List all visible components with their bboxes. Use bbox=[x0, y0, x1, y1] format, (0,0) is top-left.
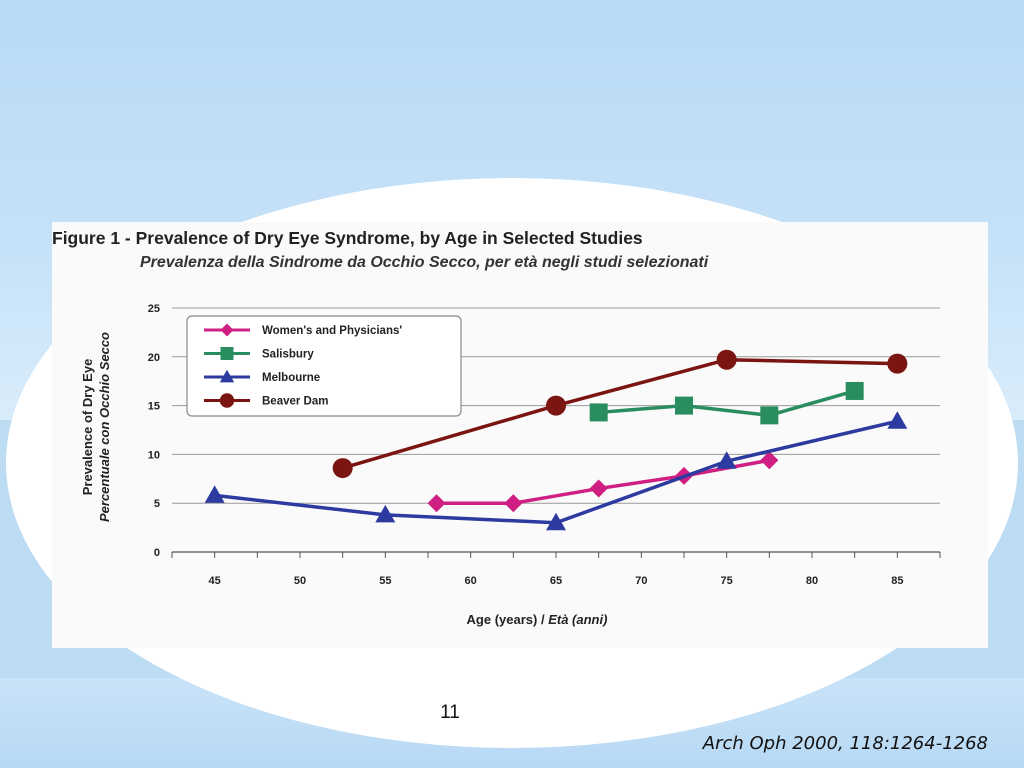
x-tick-label-70: 70 bbox=[635, 575, 647, 587]
data-point-melbourne-3 bbox=[716, 451, 737, 469]
data-point-beaver-dam-0 bbox=[332, 458, 353, 479]
y-tick-label-20: 20 bbox=[148, 352, 160, 364]
y-tick-label-10: 10 bbox=[148, 449, 160, 461]
x-tick-label-80: 80 bbox=[806, 575, 818, 587]
legend-label-beaver-dam: Beaver Dam bbox=[262, 396, 328, 408]
data-point-melbourne-4 bbox=[887, 411, 908, 429]
figure-title: Figure 1 - Prevalence of Dry Eye Syndrom… bbox=[52, 228, 643, 248]
x-tick-label-85: 85 bbox=[891, 575, 903, 587]
y-tick-label-25: 25 bbox=[148, 303, 160, 315]
x-tick-label-50: 50 bbox=[294, 575, 306, 587]
data-point-women-s-and-physicians-0 bbox=[427, 494, 446, 513]
series-line-salisbury bbox=[598, 389, 856, 418]
legend-marker-salisbury bbox=[220, 347, 234, 360]
x-tick-label-45: 45 bbox=[209, 575, 221, 587]
data-point-women-s-and-physicians-1 bbox=[504, 494, 523, 513]
data-point-melbourne-2 bbox=[546, 512, 566, 531]
figure-subtitle: Prevalenza della Sindrome da Occhio Secc… bbox=[140, 254, 709, 271]
y-tick-label-5: 5 bbox=[154, 498, 160, 510]
data-point-melbourne-1 bbox=[375, 504, 396, 523]
legend: Women's and Physicians' Salisbury Melbourn… bbox=[186, 315, 462, 417]
legend-marker-women-s-and-physicians bbox=[220, 323, 234, 337]
x-tick-label-65: 65 bbox=[550, 575, 562, 587]
x-axis-label: Age (years) / Età (anni) bbox=[467, 612, 608, 627]
data-point-beaver-dam-1 bbox=[546, 395, 566, 416]
series-layer bbox=[204, 349, 908, 531]
data-point-melbourne-0 bbox=[204, 485, 225, 503]
data-point-beaver-dam-3 bbox=[887, 353, 908, 374]
figure-card: Figure 1 - Prevalence of Dry Eye Syndrom… bbox=[52, 222, 988, 648]
data-point-salisbury-1 bbox=[675, 396, 693, 415]
series-line-beaver-dam bbox=[342, 357, 898, 470]
x-tick-label-55: 55 bbox=[379, 575, 391, 587]
data-point-beaver-dam-2 bbox=[716, 349, 737, 370]
x-tick-label-75: 75 bbox=[721, 575, 733, 587]
page-number: 11 bbox=[440, 702, 460, 723]
y-tick-label-0: 0 bbox=[154, 547, 160, 559]
y-axis-label-secondary: Percentuale con Occhio Secco bbox=[97, 332, 112, 522]
legend-marker-beaver-dam bbox=[219, 393, 235, 408]
legend-label-melbourne: Melbourne bbox=[262, 372, 320, 384]
legend-label-salisbury: Salisbury bbox=[262, 349, 314, 361]
x-tick-label-60: 60 bbox=[465, 575, 477, 587]
series-line-melbourne bbox=[214, 419, 898, 525]
data-point-salisbury-0 bbox=[589, 403, 608, 422]
legend-marker-melbourne bbox=[219, 369, 235, 383]
data-point-salisbury-2 bbox=[760, 406, 779, 425]
y-axis-label: Prevalence of Dry Eye bbox=[80, 359, 95, 496]
legend-box bbox=[186, 315, 462, 417]
data-point-women-s-and-physicians-4 bbox=[760, 451, 779, 470]
legend-label-women-s-and-physicians: Women's and Physicians' bbox=[262, 325, 402, 337]
axis-layer: 0 5 10 15 20 25 45 50 55 60 65 70 75 80 85 bbox=[148, 303, 941, 587]
prevalence-line-chart: 0 5 10 15 20 25 45 50 55 60 65 70 75 80 85 Women's and… bbox=[80, 303, 941, 627]
citation: Arch Oph 2000, 118:1264-1268 bbox=[702, 733, 988, 754]
y-tick-label-15: 15 bbox=[148, 401, 160, 413]
data-point-women-s-and-physicians-2 bbox=[589, 479, 608, 498]
data-point-salisbury-3 bbox=[845, 381, 864, 400]
